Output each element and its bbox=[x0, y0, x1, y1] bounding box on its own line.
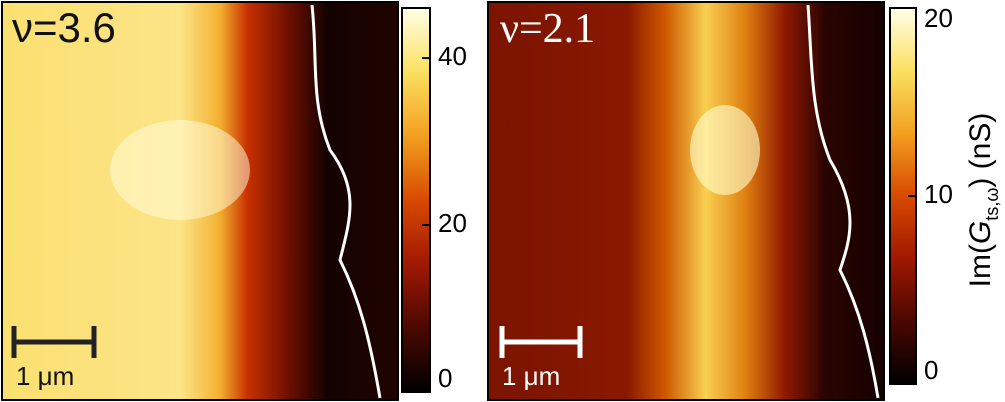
tick-label: 40 bbox=[438, 41, 467, 71]
tick-label: 0 bbox=[438, 363, 452, 393]
panel-label: ν=2.1 bbox=[500, 6, 595, 52]
label-part: ts,ω bbox=[982, 188, 1002, 221]
panel-1-image bbox=[1, 1, 399, 401]
tick-label: 20 bbox=[924, 3, 953, 33]
panel-2-image bbox=[487, 1, 885, 401]
label-part: Im( bbox=[964, 244, 997, 287]
scalebar-label: 1 μm bbox=[16, 361, 74, 391]
tick-label: 10 bbox=[924, 179, 953, 209]
tick-label: 0 bbox=[924, 355, 938, 385]
scalebar-label: 1 μm bbox=[502, 361, 560, 391]
label-part: ) (nS) bbox=[964, 113, 997, 188]
panel-label: ν=3.6 bbox=[12, 4, 116, 51]
colorbar-label: Im(Gts,ω) (nS) bbox=[964, 113, 1002, 288]
tick-label: 20 bbox=[438, 208, 467, 238]
label-part: G bbox=[964, 221, 997, 244]
colorbar bbox=[401, 7, 431, 393]
